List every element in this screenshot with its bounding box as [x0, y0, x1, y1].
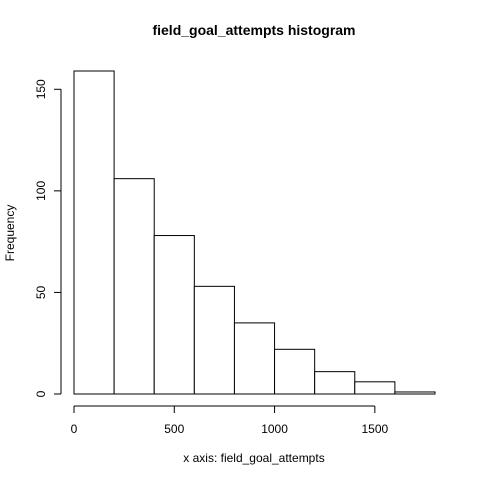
histogram-bar-5	[233, 322, 276, 395]
x-tick-label: 500	[164, 422, 184, 436]
x-axis-label: x axis: field_goal_attempts	[183, 451, 324, 465]
y-tick-label: 0	[34, 390, 48, 397]
y-tick-label: 150	[34, 79, 48, 99]
x-tick-label: 0	[71, 422, 78, 436]
chart-title: field_goal_attempts histogram	[152, 22, 355, 38]
histogram-bar-7	[314, 371, 356, 395]
histogram-bar-1	[73, 70, 115, 395]
y-tick-label: 100	[34, 181, 48, 201]
histogram-bar-6	[274, 348, 316, 395]
x-tick-label: 1500	[361, 422, 388, 436]
x-tick-label: 1000	[261, 422, 288, 436]
histogram-bar-2	[113, 178, 155, 395]
y-axis: 0 50 100 150	[34, 79, 62, 397]
x-axis: 0 500 1000 1500	[71, 405, 389, 436]
y-axis-label: Frequency	[3, 205, 17, 262]
histogram-bar-8	[354, 381, 396, 395]
histogram-bars	[73, 70, 436, 395]
histogram-bar-4	[193, 285, 235, 395]
histogram-bar-3	[153, 235, 195, 395]
histogram-bar-9	[394, 391, 436, 395]
y-tick-label: 50	[34, 285, 48, 299]
